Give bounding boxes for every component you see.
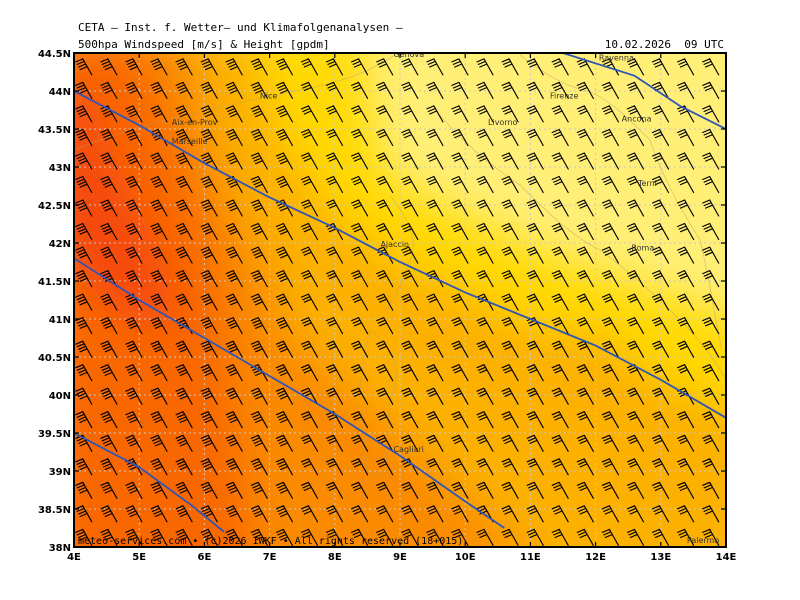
lon-tick-label: 13E	[650, 552, 671, 563]
city-labels: Genova Ravenna Firenze Nice Aix-en-Prov Marse…	[172, 50, 720, 545]
lat-tick-label: 42N	[49, 239, 71, 250]
city-label: Aix-en-Prov	[172, 118, 218, 127]
city-label: Palermo	[687, 536, 719, 545]
axis-ticks: 4E 5E 6E 7E 8E 9E 10E 11E 12E 13E 14E 38N 38.5N 39N 39…	[38, 49, 737, 563]
height-contour-1	[74, 90, 726, 419]
city-label: Livorno	[488, 118, 518, 127]
fill-layer-6	[74, 86, 180, 330]
lat-tick-label: 38N	[49, 543, 71, 554]
lon-tick-label: 10E	[455, 552, 476, 563]
city-label: Cagliari	[393, 445, 423, 454]
city-label: Marseille	[172, 137, 208, 146]
city-label: Genova	[393, 50, 424, 59]
lon-tick-label: 6E	[198, 552, 212, 563]
lat-tick-label: 43N	[49, 163, 71, 174]
city-label: Ajaccio	[380, 240, 409, 249]
barb-set	[75, 58, 720, 546]
copyright-footer: meteo-services.com • (c)2026 IWKF • All …	[78, 536, 464, 547]
city-label: Firenze	[550, 92, 579, 101]
lat-tick-label: 43.5N	[38, 125, 71, 136]
lat-tick-label: 42.5N	[38, 201, 71, 212]
product-label: 500hpa Windspeed [m/s] & Height [gpdm]	[78, 38, 330, 51]
lon-tick-label: 9E	[393, 552, 407, 563]
wind-barbs	[75, 58, 720, 546]
height-contour-2	[74, 257, 505, 529]
lat-tick-label: 39N	[49, 467, 71, 478]
height-contours	[74, 53, 726, 533]
height-contour-4	[562, 53, 726, 130]
lat-tick-label: 44N	[49, 87, 71, 98]
lat-tick-label: 40.5N	[38, 353, 71, 364]
city-label: Ravenna	[599, 54, 634, 63]
lat-tick-label: 40N	[49, 391, 71, 402]
lon-tick-label: 4E	[67, 552, 81, 563]
lon-tick-label: 12E	[585, 552, 606, 563]
valid-datetime: 10.02.2026 09 UTC	[604, 38, 724, 51]
height-contour-3	[74, 432, 225, 533]
city-label: Terni	[637, 179, 657, 188]
lat-tick-label: 38.5N	[38, 505, 71, 516]
lat-tick-label: 44.5N	[38, 49, 71, 60]
lat-tick-label: 41N	[49, 315, 71, 326]
lon-tick-label: 7E	[263, 552, 277, 563]
title-line: CETA — Inst. f. Wetter— und Klimafolgena…	[78, 21, 403, 34]
lat-tick-label: 39.5N	[38, 429, 71, 440]
lat-tick-label: 41.5N	[38, 277, 71, 288]
city-label: Ancona	[622, 114, 652, 123]
lon-tick-label: 8E	[328, 552, 342, 563]
lon-tick-label: 14E	[716, 552, 737, 563]
lon-tick-label: 5E	[132, 552, 146, 563]
lon-tick-label: 11E	[520, 552, 541, 563]
city-label: Roma	[631, 244, 654, 253]
city-label: Nice	[260, 92, 278, 101]
